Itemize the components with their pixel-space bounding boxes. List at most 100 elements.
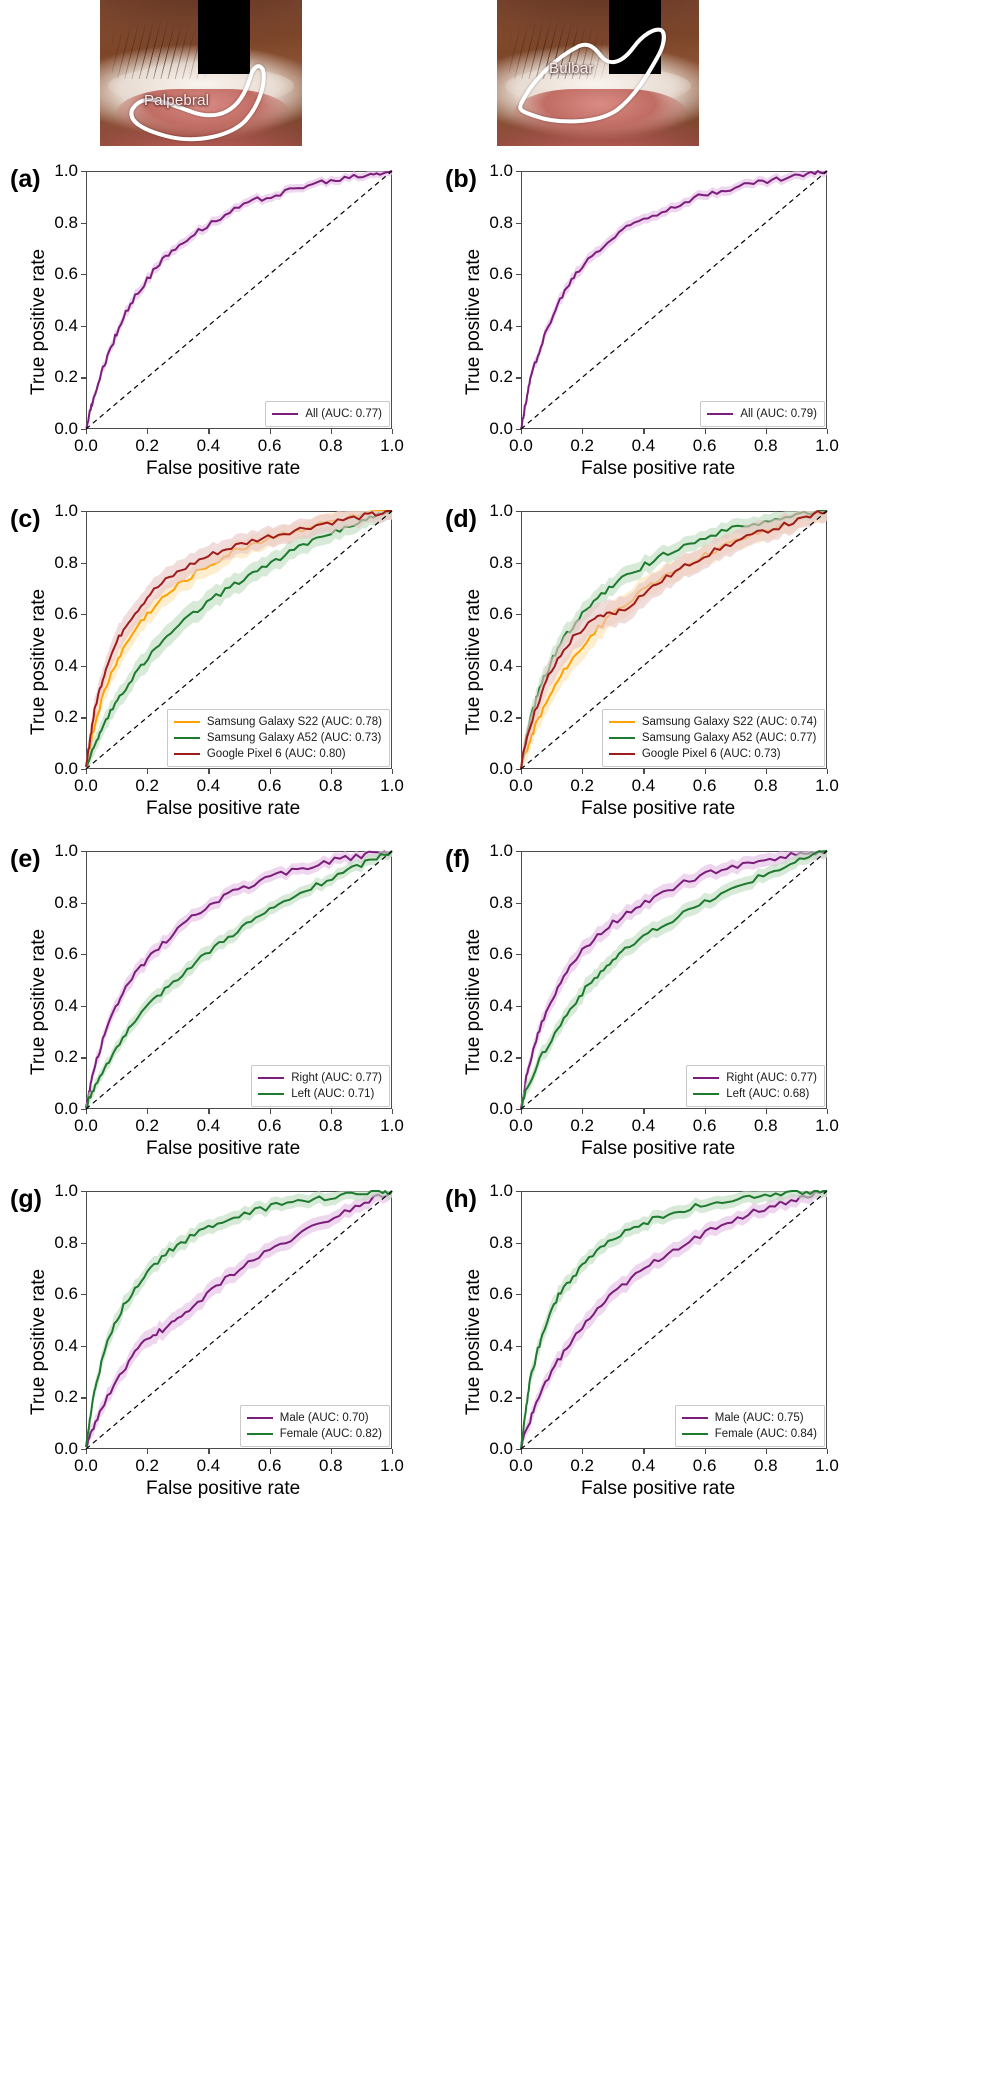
- y-tick-label: 0.2: [54, 1387, 78, 1407]
- x-tick-label: 0.2: [135, 1116, 159, 1135]
- y-tick-label: 0.8: [489, 1232, 513, 1252]
- y-tick-mark: [516, 1397, 521, 1399]
- x-tick-label: 0.4: [631, 436, 656, 455]
- roc-curves-e: [85, 850, 393, 1110]
- legend-label: All (AUC: 0.79): [740, 408, 817, 420]
- x-tick-label: 1.0: [815, 776, 839, 795]
- x-tick-label: 1.0: [380, 436, 404, 455]
- legend-label: Samsung Galaxy A52 (AUC: 0.73): [206, 732, 382, 744]
- roc-curves-h: [520, 1190, 828, 1450]
- roc-curves-g: [85, 1190, 393, 1450]
- legend-item[interactable]: Right (AUC: 0.77): [258, 1070, 382, 1086]
- chance-diagonal-line: [85, 850, 393, 1110]
- y-tick-label: 0.0: [489, 759, 513, 778]
- y-tick-label: 0.8: [54, 892, 78, 912]
- x-tick-mark: [269, 1449, 271, 1454]
- roc-curve-all: [520, 170, 828, 430]
- y-tick-label: 0.4: [489, 1335, 513, 1355]
- legend-item[interactable]: Male (AUC: 0.70): [246, 1410, 382, 1426]
- legend-item[interactable]: Male (AUC: 0.75): [681, 1410, 817, 1426]
- y-tick-label: 0.6: [54, 604, 78, 624]
- legend-item[interactable]: Samsung Galaxy S22 (AUC: 0.74): [608, 714, 817, 730]
- legend-item[interactable]: Left (AUC: 0.68): [693, 1086, 817, 1102]
- x-tick-label: 0.8: [318, 776, 343, 795]
- roc-panel-d: (d) 0.0 0.2 0.4 0.6 0.8 1.0 0.0 0.2 0.4 0.6 0.8 1.0 S…: [443, 501, 903, 833]
- legend-label: Samsung Galaxy A52 (AUC: 0.77): [641, 732, 817, 744]
- x-tick-mark: [330, 429, 333, 434]
- roc-curve-google-pixel-6: [520, 510, 828, 770]
- y-axis-label: True positive rate: [28, 248, 49, 395]
- y-tick-label: 1.0: [54, 501, 78, 520]
- legend-item[interactable]: Google Pixel 6 (AUC: 0.80): [173, 746, 382, 762]
- y-axis-label: True positive rate: [463, 1268, 484, 1415]
- legend-item[interactable]: Left (AUC: 0.71): [258, 1086, 382, 1102]
- x-tick-label: 0.6: [692, 776, 717, 795]
- panel-tag-g: (g): [10, 1185, 42, 1213]
- x-tick-mark: [765, 429, 768, 434]
- x-tick-mark: [147, 769, 149, 774]
- x-tick-label: 0.0: [74, 776, 98, 795]
- y-tick-mark: [516, 325, 521, 328]
- x-tick-mark: [208, 429, 210, 434]
- x-tick-label: 0.2: [135, 1456, 159, 1475]
- x-tick-mark: [827, 769, 829, 774]
- y-tick-mark: [81, 511, 86, 513]
- y-axis-label: True positive rate: [28, 928, 49, 1075]
- x-tick-label: 0.6: [692, 1116, 717, 1135]
- legend-item[interactable]: Google Pixel 6 (AUC: 0.73): [608, 746, 817, 762]
- plot-area-d: 0.0 0.2 0.4 0.6 0.8 1.0 0.0 0.2 0.4 0.6 0.8 1.0 Sams…: [489, 501, 838, 795]
- y-tick-mark: [81, 1109, 86, 1111]
- legend-item[interactable]: Right (AUC: 0.77): [693, 1070, 817, 1086]
- legend-label: Male (AUC: 0.70): [279, 1412, 369, 1424]
- x-axis-label: False positive rate: [146, 798, 301, 819]
- legend-item[interactable]: Female (AUC: 0.82): [246, 1426, 382, 1442]
- y-tick-mark: [81, 902, 86, 904]
- x-axis-label: False positive rate: [581, 458, 736, 479]
- y-tick-label: 0.2: [54, 707, 78, 727]
- x-tick-mark: [765, 1109, 768, 1114]
- y-tick-label: 1.0: [489, 841, 513, 860]
- x-tick-mark: [521, 1109, 523, 1114]
- legend-item[interactable]: Samsung Galaxy A52 (AUC: 0.77): [608, 730, 817, 746]
- y-tick-label: 0.6: [489, 264, 513, 284]
- y-tick-mark: [516, 954, 521, 956]
- x-tick-mark: [86, 1109, 88, 1114]
- legend-line-swatch: [272, 413, 299, 415]
- legend-item[interactable]: Female (AUC: 0.84): [681, 1426, 817, 1442]
- roc-curve-female: [520, 1190, 827, 1450]
- eye-photo-bulbar: Bulbar: [497, 0, 699, 146]
- x-tick-label: 0.2: [135, 436, 159, 455]
- x-tick-mark: [392, 1449, 394, 1454]
- x-tick-mark: [582, 1109, 584, 1114]
- roc-curve-right: [520, 850, 828, 1110]
- legend-item[interactable]: All (AUC: 0.79): [707, 406, 817, 422]
- eye-photo-palpebral: Palpebral: [100, 0, 302, 146]
- confidence-band-female: [521, 1191, 827, 1449]
- legend-label: Samsung Galaxy S22 (AUC: 0.74): [641, 716, 817, 728]
- y-tick-label: 0.2: [489, 1047, 513, 1067]
- panel-tag-e: (e): [10, 845, 41, 873]
- x-tick-mark: [147, 429, 149, 434]
- legend-item[interactable]: Samsung Galaxy A52 (AUC: 0.73): [173, 730, 382, 746]
- legend-line-swatch: [173, 753, 200, 755]
- y-tick-label: 0.4: [489, 995, 513, 1015]
- y-tick-mark: [81, 1057, 86, 1059]
- y-tick-mark: [516, 1449, 521, 1451]
- y-tick-label: 0.0: [54, 759, 78, 778]
- x-tick-label: 0.4: [196, 1456, 221, 1475]
- x-tick-mark: [392, 1109, 394, 1114]
- x-axis-label: False positive rate: [581, 798, 736, 819]
- legend-item[interactable]: All (AUC: 0.77): [272, 406, 382, 422]
- roc-curve-female: [85, 1190, 393, 1448]
- x-tick-mark: [827, 1109, 829, 1114]
- legend-line-swatch: [681, 1433, 708, 1435]
- x-tick-label: 0.6: [692, 1456, 717, 1475]
- plot-area-h: 0.0 0.2 0.4 0.6 0.8 1.0 0.0 0.2 0.4 0.6 0.8 1.0 Male…: [489, 1181, 838, 1475]
- confidence-band-male: [521, 1191, 827, 1449]
- legend-label: Left (AUC: 0.71): [291, 1088, 375, 1100]
- legend-item[interactable]: Samsung Galaxy S22 (AUC: 0.78): [173, 714, 382, 730]
- legend-line-swatch: [258, 1077, 285, 1079]
- x-tick-label: 0.4: [631, 1456, 656, 1475]
- roc-panel-c: (c) 0.0 0.2 0.4 0.6 0.8 1.0 0.0 0.2 0.4 0.6 0.8 1.0 S…: [8, 501, 468, 833]
- y-tick-mark: [516, 717, 521, 719]
